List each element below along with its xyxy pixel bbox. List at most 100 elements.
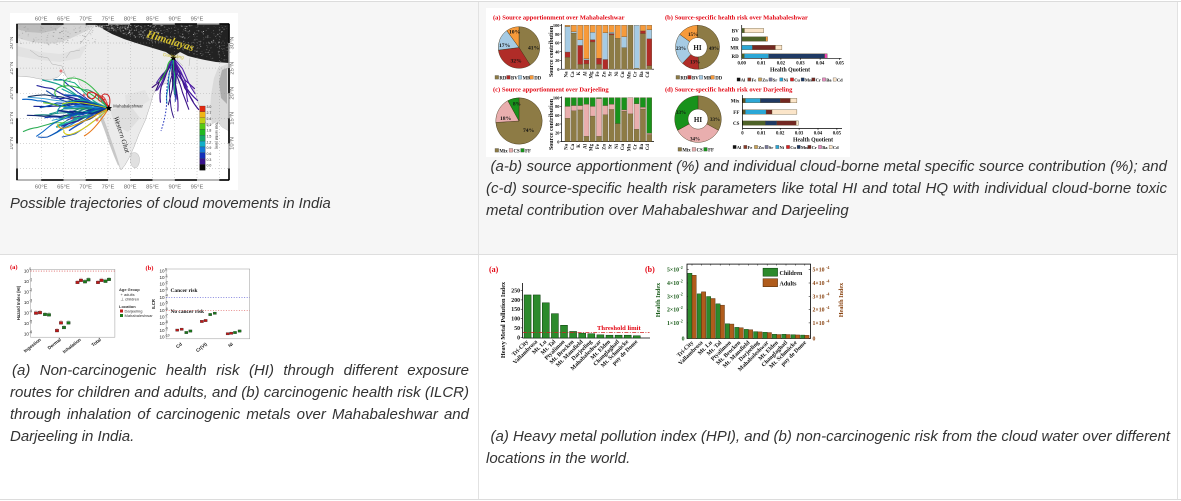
svg-text:Adults: Adults [780, 281, 798, 287]
svg-text:1.2: 1.2 [207, 140, 212, 144]
svg-text:CS: CS [697, 149, 703, 154]
svg-text:25°N: 25°N [10, 62, 15, 75]
svg-text:0.03: 0.03 [795, 132, 804, 137]
svg-text:Sr: Sr [609, 71, 614, 77]
svg-text:Mahabaleshwar: Mahabaleshwar [113, 104, 143, 109]
svg-text:74%: 74% [523, 128, 535, 134]
svg-text:3×10: 3×10 [813, 294, 825, 300]
svg-text:Na: Na [565, 71, 570, 77]
svg-text:Source contribution: Source contribution [549, 98, 555, 150]
svg-text:Cd: Cd [175, 341, 183, 349]
svg-text:13%: 13% [690, 61, 700, 66]
svg-text:Zn: Zn [762, 78, 768, 83]
svg-text:-4: -4 [826, 305, 829, 310]
svg-text:-3: -3 [29, 299, 32, 303]
svg-text:-5: -5 [165, 300, 168, 304]
svg-text:0.05: 0.05 [833, 132, 842, 137]
svg-text:Cd: Cd [646, 144, 651, 150]
svg-text:-4: -4 [826, 292, 829, 297]
svg-text:Mn: Mn [627, 144, 632, 152]
svg-text:Fe: Fe [748, 145, 753, 150]
svg-text:65°E: 65°E [57, 17, 70, 23]
svg-text:0.0: 0.0 [207, 164, 212, 168]
svg-text:10: 10 [159, 321, 165, 326]
svg-text:Fe: Fe [596, 144, 601, 149]
svg-text:85°E: 85°E [146, 17, 159, 23]
svg-text:65°E: 65°E [57, 185, 70, 191]
svg-text:0: 0 [517, 335, 520, 341]
svg-text:10: 10 [159, 275, 165, 280]
svg-text:Na: Na [565, 143, 570, 149]
svg-text:85°E: 85°E [146, 185, 159, 191]
svg-text:Ni: Ni [784, 78, 789, 83]
svg-text:-7: -7 [165, 314, 168, 318]
svg-text:10%: 10% [509, 30, 521, 36]
svg-text:10: 10 [159, 282, 165, 287]
svg-text:Source contribution: Source contribution [549, 25, 555, 77]
svg-text:FF: FF [733, 111, 739, 116]
svg-text:75°E: 75°E [102, 17, 115, 23]
svg-text:Mg: Mg [590, 71, 595, 79]
svg-text:10: 10 [24, 300, 30, 305]
svg-text:MR: MR [730, 46, 739, 51]
svg-text:Ni: Ni [615, 71, 620, 76]
svg-text:(a): (a) [10, 264, 18, 271]
svg-text:80°E: 80°E [124, 185, 137, 191]
svg-text:10: 10 [159, 308, 165, 313]
svg-text:(b): (b) [146, 265, 154, 272]
svg-text:Mn: Mn [627, 71, 632, 79]
svg-text:5×10: 5×10 [813, 268, 825, 274]
svg-text:Cr: Cr [634, 143, 639, 149]
svg-text:70°E: 70°E [79, 17, 92, 23]
svg-text:-2: -2 [29, 288, 32, 292]
svg-text:20°N: 20°N [10, 87, 15, 100]
svg-text:75°E: 75°E [102, 185, 115, 191]
svg-text:25°N: 25°N [230, 62, 236, 75]
svg-text:30°N: 30°N [10, 37, 15, 50]
svg-text:10: 10 [159, 268, 165, 273]
svg-text:Children: Children [780, 271, 804, 277]
svg-text:80: 80 [555, 104, 560, 109]
svg-text:Fe: Fe [596, 72, 601, 77]
svg-text:Mix: Mix [731, 99, 740, 104]
svg-text:DD: DD [731, 38, 739, 43]
svg-text:150: 150 [511, 307, 520, 313]
svg-text:32%: 32% [511, 59, 523, 65]
svg-text:20: 20 [555, 58, 560, 63]
svg-text:-1: -1 [29, 278, 32, 282]
svg-text:23%: 23% [676, 47, 686, 52]
svg-text:Ca: Ca [571, 143, 576, 149]
svg-text:2×10: 2×10 [667, 308, 679, 314]
svg-text:MR: MR [704, 77, 713, 82]
svg-text:Cancer risk: Cancer risk [171, 288, 198, 294]
svg-text:Health Index: Health Index [838, 282, 845, 317]
svg-text:10: 10 [159, 334, 165, 339]
svg-text:60°E: 60°E [35, 185, 48, 191]
svg-text:BV: BV [732, 29, 739, 34]
svg-text:10: 10 [159, 315, 165, 320]
svg-text:0.01: 0.01 [757, 62, 766, 67]
svg-text:Zn: Zn [602, 144, 607, 150]
svg-text:15%: 15% [688, 33, 698, 38]
svg-text:-2: -2 [679, 305, 682, 310]
svg-text:Health Quotient: Health Quotient [770, 68, 810, 74]
svg-text:3.0: 3.0 [207, 105, 212, 109]
svg-text:HI: HI [693, 44, 701, 52]
svg-text:Mn: Mn [805, 78, 812, 83]
svg-text:DD: DD [715, 77, 722, 82]
svg-text:Al: Al [741, 78, 746, 83]
svg-text:DD: DD [534, 77, 541, 82]
svg-text:Total rainfall (mm): Total rainfall (mm) [215, 122, 219, 149]
svg-text:Health Quotient: Health Quotient [793, 138, 833, 144]
svg-text:Ba: Ba [640, 143, 645, 149]
svg-text:Cd: Cd [837, 78, 843, 83]
svg-text:CS: CS [514, 150, 520, 155]
svg-text:0: 0 [29, 267, 31, 271]
svg-text:-9: -9 [165, 327, 168, 331]
svg-text:-6: -6 [165, 307, 168, 311]
svg-text:40: 40 [555, 122, 560, 127]
svg-text:-4: -4 [165, 294, 168, 298]
svg-text:Al: Al [583, 143, 588, 148]
svg-text:-2: -2 [679, 278, 682, 283]
svg-text:Cu: Cu [621, 144, 626, 150]
